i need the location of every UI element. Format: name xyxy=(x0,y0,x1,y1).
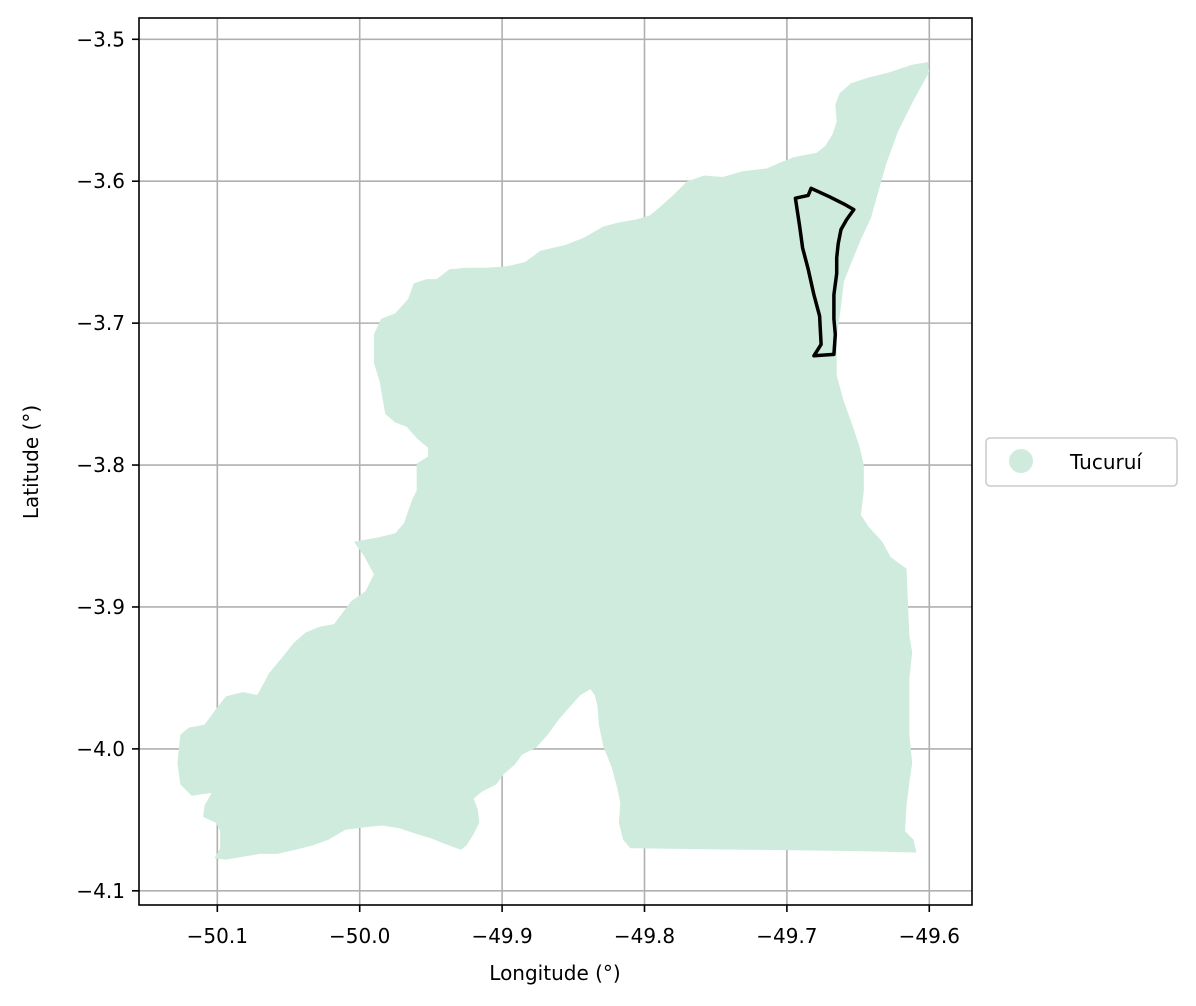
x-tick-label: −50.0 xyxy=(329,924,390,948)
legend-marker-tucurui xyxy=(1009,449,1033,473)
y-tick-label: −3.8 xyxy=(76,453,125,477)
y-tick-label: −3.7 xyxy=(76,311,125,335)
legend-label-tucurui: Tucuruí xyxy=(1069,450,1143,474)
highlight-outline xyxy=(793,186,856,358)
x-tick-label: −49.8 xyxy=(614,924,675,948)
x-axis-label: Longitude (°) xyxy=(489,961,620,985)
x-tick-label: −49.6 xyxy=(899,924,960,948)
legend-box xyxy=(985,437,1178,487)
axis-ticks: −50.1 −50.0 −49.9 −49.8 −49.7 −49.6 −3.5 −3.6 −3… xyxy=(76,27,960,948)
y-tick-label: −4.1 xyxy=(76,879,125,903)
y-axis-label: Latitude (°) xyxy=(19,405,43,519)
axes-frame xyxy=(138,17,973,906)
x-tick-label: −49.7 xyxy=(756,924,817,948)
y-tick-label: −3.6 xyxy=(76,169,125,193)
legend: Tucuruí xyxy=(985,437,1178,487)
y-tick-label: −3.9 xyxy=(76,595,125,619)
y-tick-label: −4.0 xyxy=(76,737,125,761)
y-tick-label: −3.5 xyxy=(76,27,125,51)
x-tick-label: −50.1 xyxy=(187,924,248,948)
x-tick-label: −49.9 xyxy=(471,924,532,948)
region-polygon-tucurui xyxy=(177,62,930,860)
